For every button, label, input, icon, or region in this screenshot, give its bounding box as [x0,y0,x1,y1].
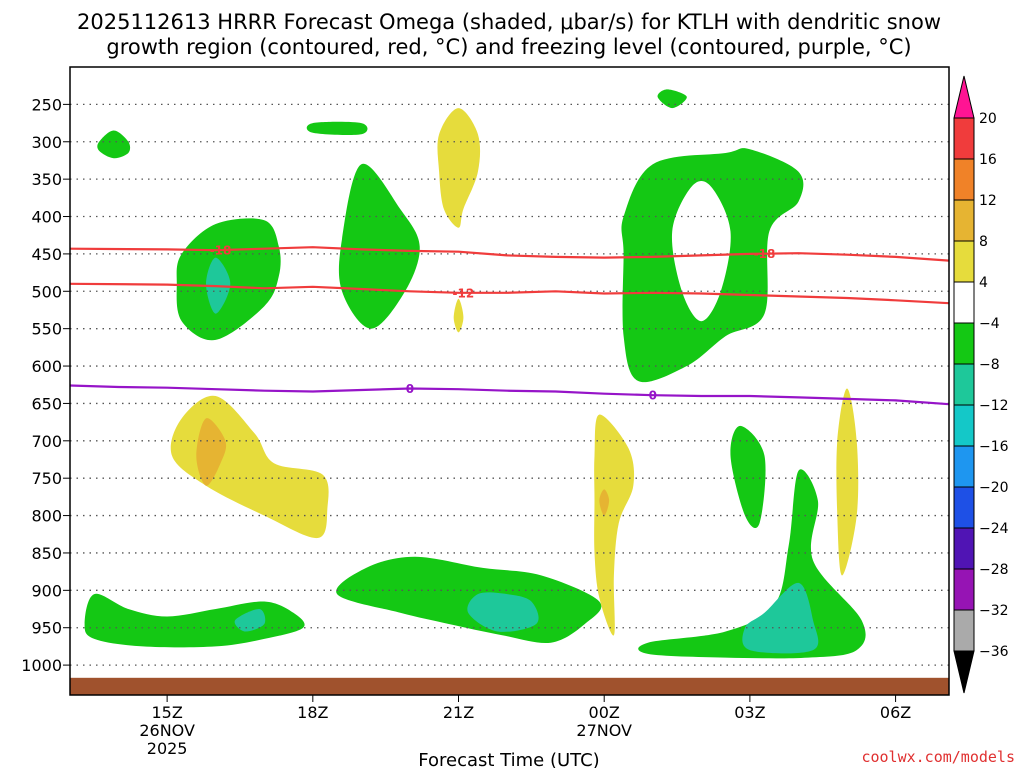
x-tick-label-00Z: 00Z [589,703,620,722]
y-tick-label-550: 550 [31,320,62,339]
y-tick-label-250: 250 [31,95,62,114]
contour-line-2 [69,384,950,406]
colorbar-label-0: 20 [979,111,997,127]
omega-region-6 [730,425,766,529]
temperature-contours [69,246,950,406]
y-tick-label-600: 600 [31,357,62,376]
colorbar-segment-0 [953,117,975,160]
colorbar-label-10: −24 [979,521,1009,537]
y-tick-label-650: 650 [31,394,62,413]
x-tick-label-18Z: 18Z [297,703,328,722]
omega-region-2 [306,121,368,136]
omega-region-18 [836,388,859,576]
omega-shaded-regions [84,89,866,659]
omega-region-4 [657,89,687,109]
terrain-surface [70,677,949,695]
chart-title-line-2: growth region (contoured, red, °C) and f… [106,35,911,59]
colorbar-segment-6 [953,363,975,406]
colorbar-segment-3 [953,240,975,283]
omega-region-14 [437,108,481,228]
omega-region-19 [196,418,227,486]
colorbar-segment-11 [953,568,975,611]
colorbar-segment-8 [953,445,975,488]
colorbar-segment-9 [953,486,975,529]
colorbar-segment-5 [953,322,975,365]
colorbar-label-8: −16 [979,439,1009,455]
colorbar-segment-10 [953,527,975,570]
colorbar-label-2: 12 [979,193,997,209]
x-tick-year-15Z: 2025 [147,739,188,758]
colorbar-label-1: 16 [979,152,997,168]
colorbar-label-3: 8 [979,234,988,250]
x-tick-date-15Z: 26NOV [139,721,195,740]
colorbar-label-13: −36 [979,644,1009,660]
y-tick-label-900: 900 [31,581,62,600]
y-tick-label-500: 500 [31,282,62,301]
y-tick-label-350: 350 [31,170,62,189]
contour-label-0-0: -18 [210,244,232,258]
chart-title-line-1: 2025112613 HRRR Forecast Omega (shaded, … [77,10,941,34]
y-tick-label-800: 800 [31,507,62,526]
x-tick-label-03Z: 03Z [734,703,765,722]
y-tick-label-700: 700 [31,432,62,451]
y-tick-label-950: 950 [31,619,62,638]
plot-frame [69,66,950,696]
omega-region-8 [84,593,305,648]
colorbar-label-9: −20 [979,480,1009,496]
y-tick-label-850: 850 [31,544,62,563]
contour-line-0 [69,246,950,262]
contour-line-1 [69,282,950,305]
omega-region-15 [453,298,464,333]
colorbar-segment-12 [953,609,975,652]
colorbar-label-11: −28 [979,562,1009,578]
contour-label-1-0: -12 [453,286,475,300]
omega-region-13 [742,582,819,654]
omega-region-12 [234,608,266,632]
y-tick-label-750: 750 [31,469,62,488]
colorbar-segment-2 [953,199,975,242]
omega-region-20 [599,489,610,516]
omega-region-11 [467,592,539,632]
colorbar-segment-7 [953,404,975,447]
contour-labels: -18 -18 -12 0 0 [210,244,776,403]
contour-label-0-1: -18 [754,247,776,261]
omega-region-hole [671,180,731,322]
terrain-bar [70,677,949,695]
y-axis-pressure: 250 300 350 400 450 500 550 600 650 700 750 800 850 9… [21,95,70,675]
colorbar-label-6: −8 [979,357,1000,373]
x-tick-label-15Z: 15Z [151,703,182,722]
contour-label-2-1: 0 [649,389,657,403]
x-tick-date-00Z: 27NOV [576,721,632,740]
x-tick-label-06Z: 06Z [880,703,911,722]
omega-region-17 [594,414,635,636]
y-tick-label-300: 300 [31,133,62,152]
colorbar-label-12: −32 [979,603,1009,619]
colorbar-segment-1 [953,158,975,201]
colorbar-bottom-triangle [953,650,975,694]
y-tick-label-450: 450 [31,245,62,264]
colorbar-label-7: −12 [979,398,1009,414]
x-tick-label-21Z: 21Z [443,703,474,722]
y-tick-label-1000: 1000 [21,656,62,675]
contour-label-2-0: 0 [406,382,414,396]
colorbar-label-5: −4 [979,316,1000,332]
x-axis-label: Forecast Time (UTC) [418,750,599,768]
y-tick-label-400: 400 [31,208,62,227]
omega-region-3 [338,163,420,329]
omega-colorbar: 20 16 12 8 4 −4 −8 −12 −16 −20 −24 −28 −32 −36 [953,75,1009,694]
colorbar-segment-4 [953,281,975,324]
credit-text: coolwx.com/models [861,748,1015,766]
omega-region-0 [97,130,131,159]
colorbar-label-4: 4 [979,275,988,291]
